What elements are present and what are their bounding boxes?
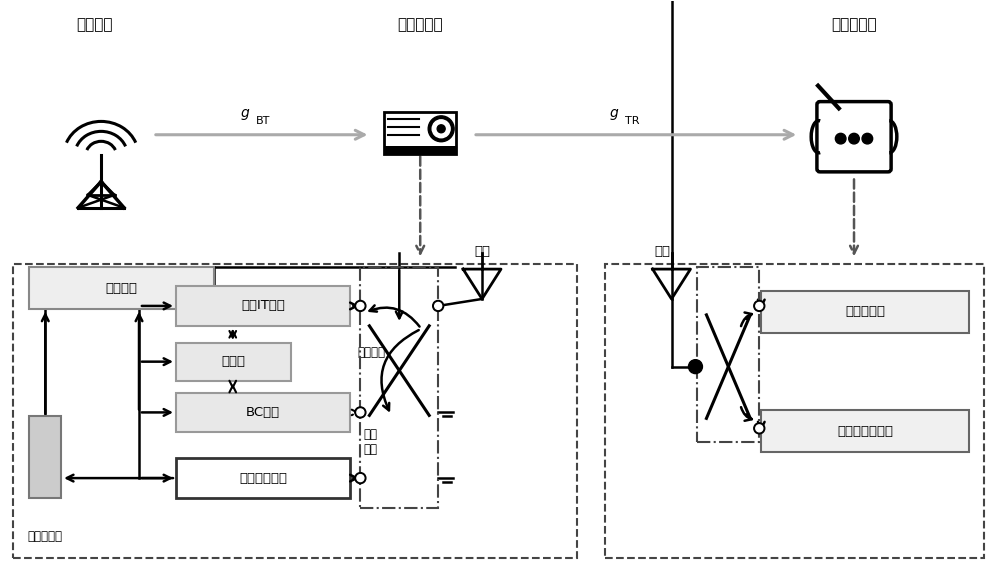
Bar bbox=[761, 410, 969, 452]
Text: 功率信标: 功率信标 bbox=[76, 17, 113, 33]
Circle shape bbox=[754, 423, 765, 434]
Text: g: g bbox=[610, 106, 618, 120]
Text: 能量采集模块: 能量采集模块 bbox=[239, 472, 287, 485]
Text: 天线: 天线 bbox=[474, 245, 490, 258]
Bar bbox=[384, 146, 456, 153]
Bar bbox=[176, 393, 350, 432]
Bar bbox=[29, 417, 61, 498]
Bar bbox=[360, 267, 438, 508]
Circle shape bbox=[437, 125, 445, 132]
Circle shape bbox=[756, 303, 763, 310]
Circle shape bbox=[357, 409, 364, 416]
Circle shape bbox=[355, 407, 366, 418]
Text: 有源IT模块: 有源IT模块 bbox=[241, 299, 285, 313]
Text: 微控制器: 微控制器 bbox=[106, 282, 138, 295]
Circle shape bbox=[355, 472, 366, 483]
Circle shape bbox=[355, 300, 366, 311]
Circle shape bbox=[688, 360, 702, 374]
Text: 混合发射机: 混合发射机 bbox=[397, 17, 443, 33]
Text: BT: BT bbox=[256, 116, 270, 126]
Circle shape bbox=[428, 116, 454, 142]
Circle shape bbox=[754, 300, 765, 311]
Circle shape bbox=[862, 133, 873, 144]
Text: BC模块: BC模块 bbox=[246, 406, 280, 419]
Text: TR: TR bbox=[625, 116, 639, 126]
Bar bbox=[384, 112, 456, 153]
FancyBboxPatch shape bbox=[817, 102, 891, 172]
Circle shape bbox=[849, 133, 859, 144]
Text: 反向散射解调器: 反向散射解调器 bbox=[837, 425, 893, 438]
Bar bbox=[176, 343, 291, 381]
Text: 反向散射: 反向散射 bbox=[357, 346, 385, 359]
Circle shape bbox=[835, 133, 846, 144]
Bar bbox=[29, 267, 214, 309]
Text: 混合接收机: 混合接收机 bbox=[831, 17, 877, 33]
Bar bbox=[176, 458, 350, 498]
Circle shape bbox=[756, 425, 763, 432]
Text: 正交解调器: 正交解调器 bbox=[845, 306, 885, 318]
Circle shape bbox=[357, 475, 364, 482]
Circle shape bbox=[357, 303, 364, 310]
Circle shape bbox=[433, 300, 444, 311]
Bar bbox=[697, 267, 759, 442]
Text: g: g bbox=[241, 106, 249, 120]
Circle shape bbox=[432, 120, 450, 138]
Text: 天线: 天线 bbox=[655, 245, 671, 258]
Text: 能量
采集: 能量 采集 bbox=[363, 428, 377, 456]
Bar bbox=[761, 291, 969, 333]
Bar bbox=[13, 264, 577, 558]
Bar bbox=[605, 264, 984, 558]
Text: 可充电电池: 可充电电池 bbox=[28, 530, 63, 543]
Circle shape bbox=[435, 303, 442, 310]
Text: 存储器: 存储器 bbox=[221, 355, 245, 368]
Bar bbox=[176, 286, 350, 326]
